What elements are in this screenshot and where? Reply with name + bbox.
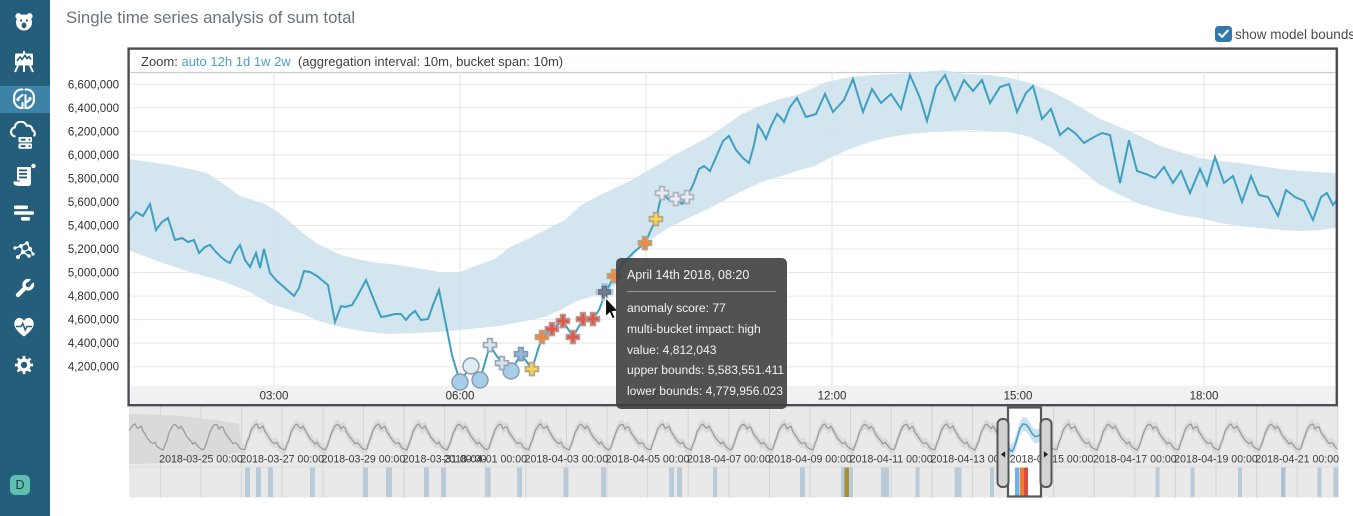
svg-text:2018-03-29 00:00: 2018-03-29 00:00 <box>322 454 406 466</box>
svg-text:4,200,000: 4,200,000 <box>68 362 119 374</box>
svg-text:2018-04-11 00:00: 2018-04-11 00:00 <box>850 454 933 466</box>
svg-text:5,200,000: 5,200,000 <box>68 244 119 256</box>
svg-text:2018-04-07 00:00: 2018-04-07 00:00 <box>687 454 771 466</box>
svg-text:2018-04-09 00:00: 2018-04-09 00:00 <box>768 454 852 466</box>
svg-text:2018-03-25 00:00: 2018-03-25 00:00 <box>159 454 243 466</box>
svg-text:2018-03-31 00:00: 2018-03-31 00:00 <box>403 454 487 466</box>
svg-text:6,000,000: 6,000,000 <box>68 150 119 162</box>
svg-text:2018-04-01 00:00: 2018-04-01 00:00 <box>443 454 527 466</box>
svg-text:5,600,000: 5,600,000 <box>68 197 119 209</box>
svg-text:6,600,000: 6,600,000 <box>68 79 119 91</box>
svg-text:2018-03-27 00:00: 2018-03-27 00:00 <box>240 454 324 466</box>
svg-text:6,400,000: 6,400,000 <box>68 103 119 115</box>
svg-text:2018-04-17 00:00: 2018-04-17 00:00 <box>1093 454 1177 466</box>
svg-text:2018-04-15 00:00: 2018-04-15 00:00 <box>1010 454 1094 466</box>
svg-text:2018-04-13 00:00: 2018-04-13 00:00 <box>931 454 1015 466</box>
svg-text:5,000,000: 5,000,000 <box>68 268 119 280</box>
svg-text:4,800,000: 4,800,000 <box>68 291 119 303</box>
svg-text:2018-04-21 00:00: 2018-04-21 00:00 <box>1255 454 1339 466</box>
svg-text:4,600,000: 4,600,000 <box>68 315 119 327</box>
svg-text:5,400,000: 5,400,000 <box>68 221 119 233</box>
svg-text:2018-04-05 00:00: 2018-04-05 00:00 <box>606 454 690 466</box>
svg-text:5,800,000: 5,800,000 <box>68 173 119 185</box>
svg-text:15:00: 15:00 <box>1004 391 1033 403</box>
svg-text:18:00: 18:00 <box>1190 391 1219 403</box>
svg-text:2018-04-03 00:00: 2018-04-03 00:00 <box>525 454 609 466</box>
svg-text:2018-04-19 00:00: 2018-04-19 00:00 <box>1174 454 1258 466</box>
svg-text:4,400,000: 4,400,000 <box>68 338 119 350</box>
svg-text:03:00: 03:00 <box>260 391 289 403</box>
svg-text:12:00: 12:00 <box>818 391 847 403</box>
svg-text:6,200,000: 6,200,000 <box>68 126 119 138</box>
svg-text:06:00: 06:00 <box>446 391 475 403</box>
